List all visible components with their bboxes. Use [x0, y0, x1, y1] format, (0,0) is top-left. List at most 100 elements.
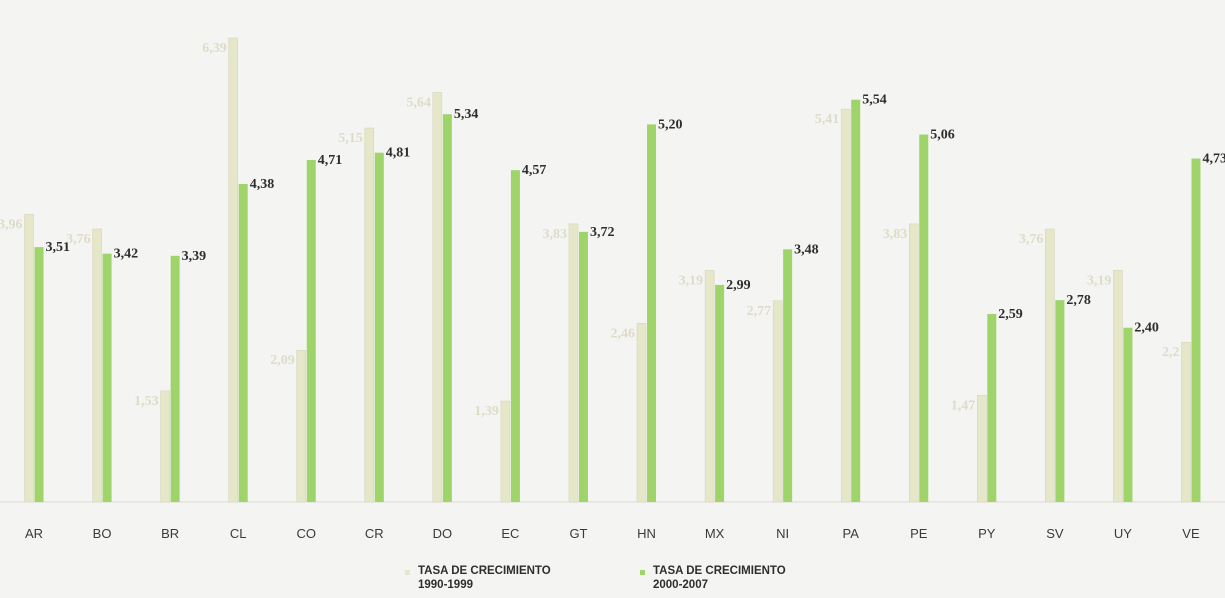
category-label-ec: EC — [501, 526, 519, 541]
value-label-2000-2007-mx: 2,99 — [726, 278, 751, 293]
bar-1990-1999-uy — [1113, 270, 1123, 503]
bar-1990-1999-cl — [228, 37, 238, 503]
legend-swatch-2000-2007 — [640, 570, 645, 575]
bar-1990-1999-pe — [909, 223, 919, 503]
bar-1990-1999-ve — [1181, 341, 1191, 503]
value-label-2000-2007-pe: 5,06 — [930, 128, 955, 143]
value-label-1990-1999-bo: 3,76 — [66, 232, 91, 247]
value-label-2000-2007-ar: 3,51 — [46, 240, 71, 255]
value-label-1990-1999-do: 5,64 — [406, 95, 431, 110]
category-label-pe: PE — [910, 526, 928, 541]
value-label-1990-1999-ni: 2,77 — [747, 304, 772, 319]
category-label-cr: CR — [365, 526, 384, 541]
bar-2000-2007-br — [170, 255, 180, 502]
value-label-1990-1999-gt: 3,83 — [542, 227, 567, 242]
category-label-uy: UY — [1114, 526, 1132, 541]
value-label-2000-2007-sv: 2,78 — [1066, 293, 1091, 308]
bar-1990-1999-co — [296, 349, 306, 503]
bar-2000-2007-pe — [919, 134, 929, 502]
value-label-1990-1999-ar: 3,96 — [0, 217, 23, 232]
bar-1990-1999-pa — [840, 108, 851, 503]
bar-1990-1999-ec — [500, 400, 511, 503]
bar-chart: 3,96 3,51 AR 3,76 3,42 BO 1,53 3,39 BR 6,39 4,38 CL… — [0, 37, 1225, 541]
category-label-py: PY — [978, 526, 996, 541]
value-label-2000-2007-co: 4,71 — [318, 153, 343, 168]
legend-item-1990-1999: TASA DE CRECIMIENTO 1990-1999 — [405, 564, 578, 592]
legend-label-2000-2007-line2: 2000-2007 — [653, 579, 708, 591]
category-label-hn: HN — [637, 526, 656, 541]
bar-1990-1999-do — [432, 92, 443, 503]
legend-item-2000-2007: TASA DE CRECIMIENTO 2000-2007 — [640, 564, 813, 592]
value-label-1990-1999-hn: 2,46 — [611, 326, 636, 341]
bar-2000-2007-ni — [783, 249, 793, 502]
category-label-cl: CL — [230, 526, 247, 541]
bar-2000-2007-py — [987, 313, 997, 502]
bar-1990-1999-cr — [364, 127, 375, 503]
bar-2000-2007-uy — [1123, 327, 1133, 502]
bar-2000-2007-do — [442, 114, 452, 502]
bar-2000-2007-cl — [238, 183, 248, 502]
legend-swatch-1990-1999 — [405, 570, 410, 575]
value-label-2000-2007-gt: 3,72 — [590, 225, 615, 240]
bar-1990-1999-gt — [568, 223, 579, 503]
legend-label-1990-1999-line2: 1990-1999 — [418, 579, 473, 591]
bar-1990-1999-br — [160, 390, 170, 503]
bar-1990-1999-ni — [772, 300, 783, 503]
bar-2000-2007-ec — [510, 170, 520, 502]
value-label-2000-2007-ni: 3,48 — [794, 242, 819, 257]
value-label-1990-1999-cl: 6,39 — [202, 41, 227, 56]
value-label-2000-2007-bo: 3,42 — [114, 247, 139, 262]
category-label-bo: BO — [93, 526, 112, 541]
value-label-2000-2007-cr: 4,81 — [386, 146, 411, 161]
value-label-2000-2007-py: 2,59 — [998, 307, 1023, 322]
value-label-1990-1999-br: 1,53 — [134, 394, 159, 409]
value-label-2000-2007-cl: 4,38 — [250, 177, 275, 192]
legend-label-1990-1999-line1: TASA DE CRECIMIENTO — [418, 565, 551, 577]
category-label-pa: PA — [842, 526, 859, 541]
bar-1990-1999-py — [977, 395, 987, 503]
value-label-2000-2007-hn: 5,20 — [658, 117, 683, 132]
category-label-do: DO — [433, 526, 453, 541]
legend-label-2000-2007-line1: TASA DE CRECIMIENTO — [653, 565, 786, 577]
bar-1990-1999-ar — [24, 214, 34, 503]
value-label-2000-2007-pa: 5,54 — [862, 93, 887, 108]
value-label-2000-2007-ve: 4,73 — [1202, 152, 1225, 167]
value-label-1990-1999-pe: 3,83 — [883, 227, 908, 242]
bar-2000-2007-co — [306, 159, 316, 502]
bar-1990-1999-sv — [1045, 228, 1055, 503]
value-label-1990-1999-pa: 5,41 — [815, 112, 840, 127]
bar-2000-2007-bo — [102, 253, 112, 502]
value-label-1990-1999-uy: 3,19 — [1087, 273, 1112, 288]
bar-2000-2007-gt — [578, 231, 588, 502]
category-label-ve: VE — [1182, 526, 1200, 541]
category-label-br: BR — [161, 526, 179, 541]
value-label-1990-1999-ve: 2,2 — [1162, 345, 1180, 360]
bar-1990-1999-bo — [92, 228, 102, 503]
bar-2000-2007-ar — [34, 247, 44, 502]
bar-2000-2007-mx — [715, 284, 725, 502]
category-label-ni: NI — [776, 526, 789, 541]
value-label-1990-1999-cr: 5,15 — [338, 131, 363, 146]
category-label-mx: MX — [705, 526, 725, 541]
bar-2000-2007-sv — [1055, 300, 1065, 502]
bar-1990-1999-mx — [704, 270, 715, 503]
value-label-1990-1999-sv: 3,76 — [1019, 232, 1044, 247]
value-label-2000-2007-ec: 4,57 — [522, 163, 547, 178]
bar-2000-2007-hn — [647, 124, 657, 503]
value-label-1990-1999-ec: 1,39 — [474, 404, 499, 419]
legend: TASA DE CRECIMIENTO 1990-1999 TASA DE CR… — [405, 564, 813, 592]
value-label-1990-1999-co: 2,09 — [270, 353, 295, 368]
legend-label-2000-2007: TASA DE CRECIMIENTO 2000-2007 — [653, 564, 813, 592]
value-label-2000-2007-br: 3,39 — [182, 249, 207, 264]
legend-label-1990-1999: TASA DE CRECIMIENTO 1990-1999 — [418, 564, 578, 592]
bar-2000-2007-pa — [851, 99, 861, 503]
bar-1990-1999-hn — [636, 323, 647, 503]
category-label-sv: SV — [1046, 526, 1064, 541]
value-label-2000-2007-uy: 2,40 — [1134, 321, 1159, 336]
category-label-gt: GT — [569, 526, 587, 541]
category-label-co: CO — [297, 526, 317, 541]
bar-2000-2007-cr — [374, 152, 384, 502]
bar-2000-2007-ve — [1191, 158, 1201, 502]
value-label-1990-1999-py: 1,47 — [951, 398, 976, 413]
